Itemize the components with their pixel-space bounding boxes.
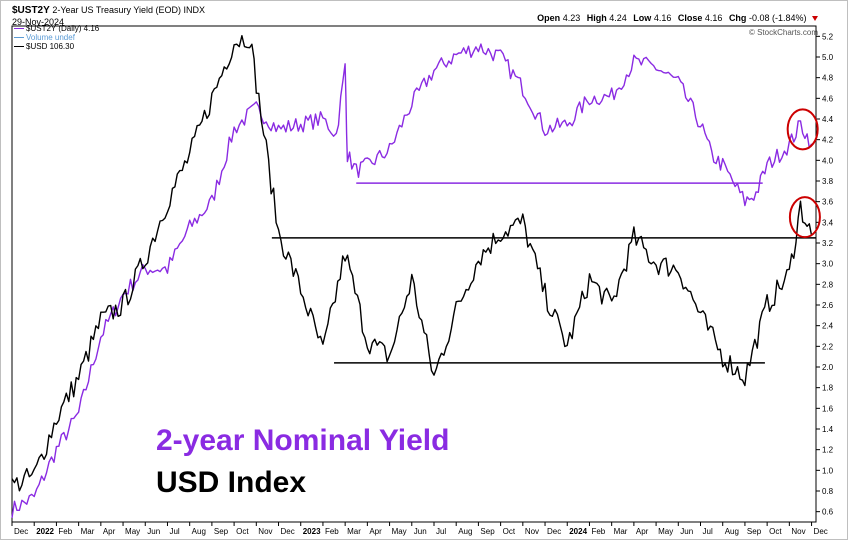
y-tick-label: 4.8	[822, 74, 834, 83]
y-tick-label: 3.8	[822, 177, 834, 186]
y-tick-label: 4.6	[822, 94, 834, 103]
close-value: 4.16	[704, 13, 723, 23]
x-tick-label: Mar	[347, 527, 361, 536]
chart-date: 29-Nov-2024	[12, 17, 65, 27]
y-tick-label: 1.8	[822, 384, 834, 393]
legend-label-volume: Volume undef	[26, 33, 75, 42]
x-tick-label: Dec	[814, 527, 828, 536]
y-tick-label: 5.0	[822, 53, 834, 62]
yield-series-line	[11, 43, 813, 519]
high-label: High	[586, 13, 607, 23]
open-value: 4.23	[562, 13, 581, 23]
legend-item-usd: $USD 106.30	[14, 42, 74, 51]
x-tick-label: Apr	[369, 527, 382, 536]
y-tick-label: 4.2	[822, 136, 834, 145]
x-tick-label: Feb	[58, 527, 72, 536]
x-tick-label: Jun	[414, 527, 427, 536]
y-tick-label: 3.2	[822, 239, 834, 248]
legend-swatch-volume	[14, 37, 24, 39]
x-tick-label: Jul	[169, 527, 179, 536]
x-tick-label: Dec	[14, 527, 28, 536]
low-value: 4.16	[653, 13, 672, 23]
legend-label-usd: $USD 106.30	[26, 42, 75, 51]
usd-annotation: USD Index	[156, 466, 307, 499]
y-tick-label: 1.2	[822, 446, 834, 455]
x-tick-label: Apr	[103, 527, 116, 536]
y-tick-label: 2.2	[822, 342, 834, 351]
x-tick-label: Feb	[591, 527, 605, 536]
y-tick-label: 4.4	[822, 115, 834, 124]
x-tick-label: Nov	[525, 527, 539, 536]
x-tick-label: Aug	[725, 527, 739, 536]
x-tick-label: Dec	[281, 527, 295, 536]
legend-item-yield: $UST2Y (Daily) 4.16	[14, 24, 99, 33]
y-tick-label: 2.0	[822, 363, 834, 372]
y-tick-label: 3.6	[822, 198, 834, 207]
y-tick-label: 3.4	[822, 218, 834, 227]
x-tick-label: Nov	[258, 527, 272, 536]
yield-annotation: 2-year Nominal Yield	[156, 424, 450, 457]
y-tick-label: 2.4	[822, 322, 834, 331]
chart-title: $UST2Y 2-Year US Treasury Yield (EOD) IN…	[12, 5, 205, 16]
x-tick-label: May	[125, 527, 140, 536]
legend-label-yield: $UST2Y (Daily) 4.16	[26, 24, 100, 33]
plot-area	[11, 25, 817, 523]
y-tick-label: 0.8	[822, 487, 834, 496]
legend-swatch-yield	[14, 28, 24, 30]
y-tick-label: 3.0	[822, 260, 834, 269]
chg-value: -0.08 (-1.84%)	[748, 13, 807, 23]
y-tick-label: 0.6	[822, 508, 834, 517]
x-tick-label: Feb	[325, 527, 339, 536]
y-tick-label: 2.8	[822, 280, 834, 289]
x-tick-label: Jul	[436, 527, 446, 536]
y-tick-label: 1.4	[822, 425, 834, 434]
y-tick-label: 4.0	[822, 156, 834, 165]
x-tick-label: Aug	[192, 527, 206, 536]
x-tick-label: Jul	[703, 527, 713, 536]
highlight-circle	[788, 196, 821, 239]
x-tick-label: Nov	[791, 527, 805, 536]
x-tick-label: Jun	[147, 527, 160, 536]
usd-series-line	[11, 35, 813, 492]
description: 2-Year US Treasury Yield (EOD)	[52, 5, 182, 15]
x-tick-label: Apr	[636, 527, 649, 536]
x-tick-label: Mar	[81, 527, 95, 536]
x-tick-label: Aug	[458, 527, 472, 536]
x-tick-label: Jun	[680, 527, 693, 536]
legend-item-volume: Volume undef	[14, 33, 75, 42]
y-tick-label: 1.0	[822, 466, 834, 475]
high-value: 4.24	[609, 13, 627, 23]
x-tick-label: May	[658, 527, 673, 536]
x-tick-label: 2023	[303, 527, 321, 536]
x-tick-label: Oct	[503, 527, 516, 536]
x-tick-label: 2022	[36, 527, 54, 536]
highlight-circle	[786, 108, 819, 151]
exchange: INDX	[183, 5, 206, 15]
x-tick-label: Sep	[480, 527, 495, 536]
x-tick-label: Sep	[747, 527, 762, 536]
watermark: © StockCharts.com	[748, 28, 818, 37]
x-tick-label: Dec	[547, 527, 561, 536]
x-tick-label: 2024	[569, 527, 587, 536]
x-tick-label: May	[392, 527, 407, 536]
symbol: $UST2Y	[12, 5, 50, 16]
y-tick-label: 2.6	[822, 301, 834, 310]
x-tick-label: Sep	[214, 527, 229, 536]
close-label: Close	[677, 13, 703, 23]
x-tick-label: Oct	[236, 527, 249, 536]
y-tick-label: 1.6	[822, 404, 834, 413]
legend-swatch-usd	[14, 46, 24, 48]
x-tick-label: Mar	[614, 527, 628, 536]
open-label: Open	[537, 13, 561, 23]
down-arrow-icon	[812, 16, 818, 21]
ohlc-readout: Open 4.23 High 4.24 Low 4.16 Close 4.16 …	[533, 13, 818, 23]
x-tick-label: Oct	[769, 527, 782, 536]
chg-label: Chg	[728, 13, 747, 23]
y-tick-label: 5.2	[822, 32, 834, 41]
low-label: Low	[633, 13, 652, 23]
